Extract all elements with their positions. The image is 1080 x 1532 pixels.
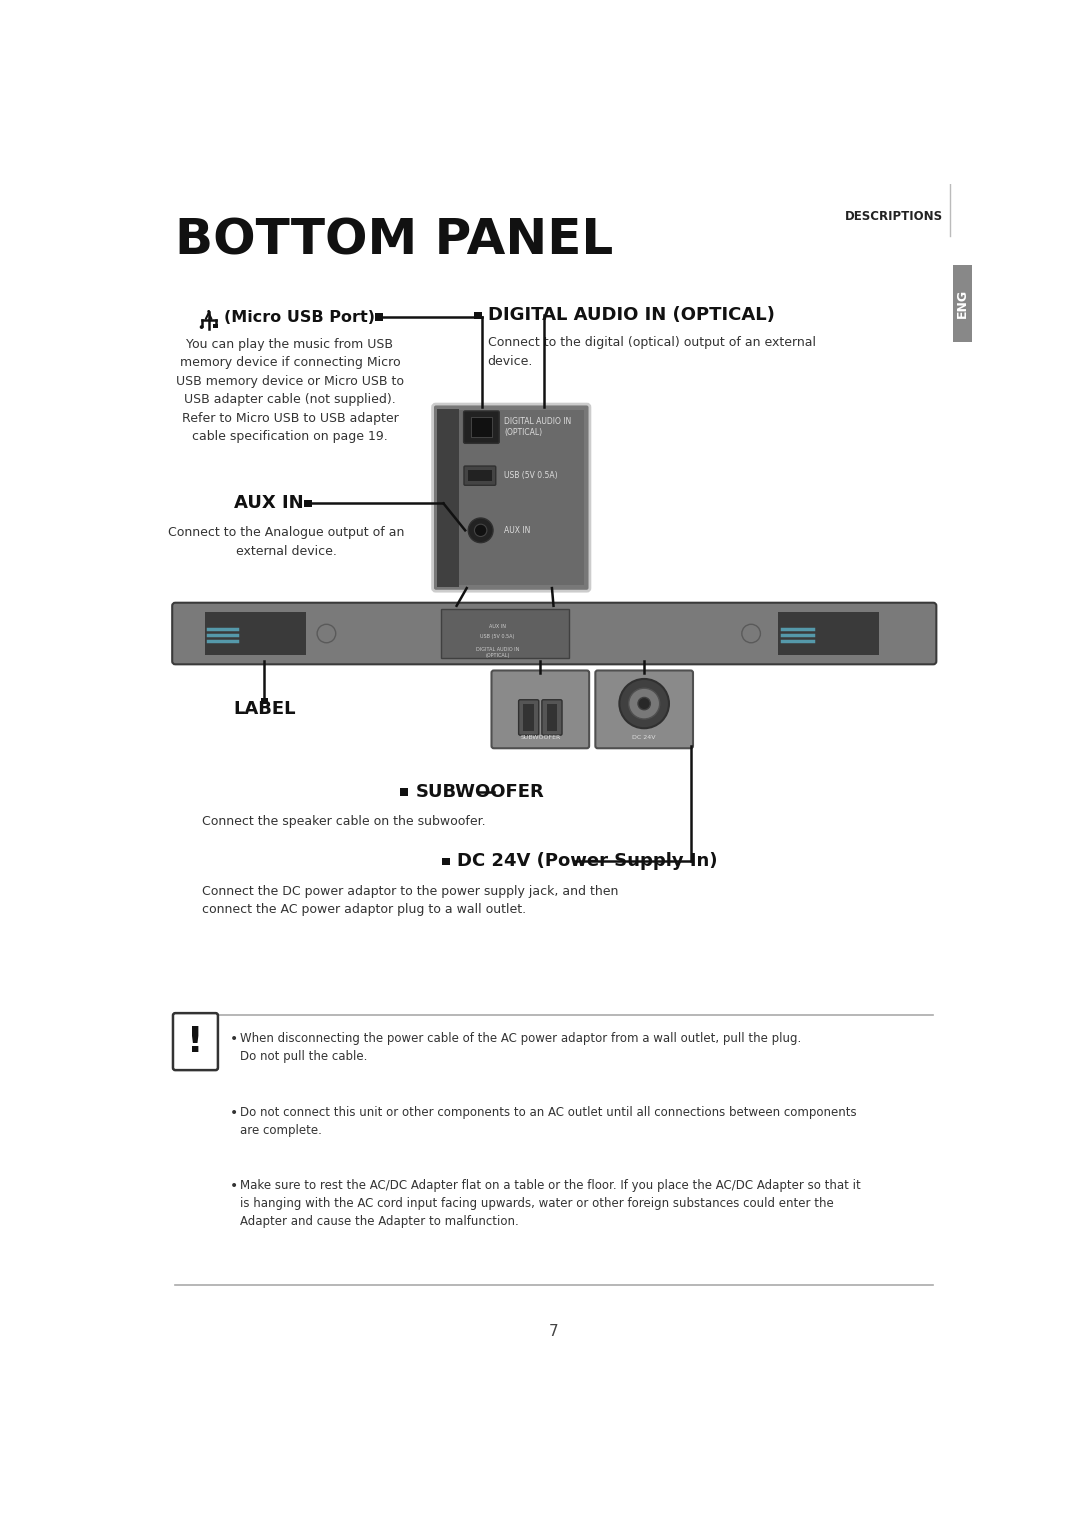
Bar bbox=[546, 705, 557, 731]
Bar bbox=[303, 499, 312, 507]
Bar bbox=[469, 470, 491, 481]
Circle shape bbox=[469, 518, 494, 542]
Text: !: ! bbox=[187, 1025, 204, 1059]
Bar bbox=[437, 409, 459, 587]
Circle shape bbox=[638, 697, 650, 709]
Text: ENG: ENG bbox=[956, 288, 969, 317]
Circle shape bbox=[318, 624, 336, 643]
Text: Connect the speaker cable on the subwoofer.: Connect the speaker cable on the subwoof… bbox=[202, 815, 485, 829]
Text: DESCRIPTIONS: DESCRIPTIONS bbox=[845, 210, 943, 222]
Bar bbox=[953, 265, 972, 342]
Bar bbox=[779, 611, 879, 656]
Text: •: • bbox=[230, 1106, 238, 1120]
Text: AUX IN: AUX IN bbox=[504, 525, 530, 535]
Circle shape bbox=[629, 688, 660, 719]
Text: USB (5V 0.5A): USB (5V 0.5A) bbox=[481, 634, 514, 639]
Bar bbox=[442, 858, 449, 866]
Text: DIGITAL AUDIO IN (OPTICAL): DIGITAL AUDIO IN (OPTICAL) bbox=[488, 306, 774, 323]
Bar bbox=[260, 699, 268, 705]
Text: •: • bbox=[230, 1178, 238, 1193]
Text: •: • bbox=[230, 1033, 238, 1046]
Bar bbox=[524, 705, 535, 731]
Text: SUBWOOFER: SUBWOOFER bbox=[521, 735, 561, 740]
Text: DIGITAL AUDIO IN
(OPTICAL): DIGITAL AUDIO IN (OPTICAL) bbox=[475, 648, 519, 659]
Circle shape bbox=[200, 325, 204, 329]
Bar bbox=[375, 313, 383, 320]
Text: DIGITAL AUDIO IN
(OPTICAL): DIGITAL AUDIO IN (OPTICAL) bbox=[504, 417, 571, 437]
Circle shape bbox=[742, 624, 760, 643]
Text: Connect to the Analogue output of an
external device.: Connect to the Analogue output of an ext… bbox=[167, 527, 404, 558]
Bar bbox=[400, 789, 408, 797]
FancyBboxPatch shape bbox=[463, 411, 499, 443]
Text: SUBWOOFER: SUBWOOFER bbox=[416, 783, 544, 801]
FancyBboxPatch shape bbox=[542, 700, 562, 735]
Bar bbox=[213, 323, 218, 328]
FancyBboxPatch shape bbox=[433, 404, 590, 591]
FancyBboxPatch shape bbox=[595, 671, 693, 748]
Text: Make sure to rest the AC/DC Adapter flat on a table or the floor. If you place t: Make sure to rest the AC/DC Adapter flat… bbox=[241, 1178, 861, 1227]
Text: USB (5V 0.5A): USB (5V 0.5A) bbox=[504, 472, 557, 480]
FancyBboxPatch shape bbox=[518, 700, 539, 735]
Text: DC 24V (Power Supply In): DC 24V (Power Supply In) bbox=[458, 852, 718, 870]
Bar bbox=[205, 611, 306, 656]
Text: AUX IN: AUX IN bbox=[489, 624, 505, 630]
Circle shape bbox=[474, 524, 487, 536]
Text: 7: 7 bbox=[549, 1324, 558, 1339]
FancyBboxPatch shape bbox=[172, 602, 936, 665]
Text: Connect the DC power adaptor to the power supply jack, and then
connect the AC p: Connect the DC power adaptor to the powe… bbox=[202, 884, 618, 916]
Text: Connect to the digital (optical) output of an external
device.: Connect to the digital (optical) output … bbox=[488, 337, 815, 368]
Bar bbox=[471, 417, 491, 437]
Text: DC 24V: DC 24V bbox=[633, 735, 656, 740]
Text: When disconnecting the power cable of the AC power adaptor from a wall outlet, p: When disconnecting the power cable of th… bbox=[241, 1033, 801, 1063]
Text: (Micro USB Port): (Micro USB Port) bbox=[225, 309, 375, 325]
Bar bbox=[441, 608, 569, 659]
Bar bbox=[474, 311, 482, 319]
Text: LABEL: LABEL bbox=[233, 700, 296, 717]
Text: Do not connect this unit or other components to an AC outlet until all connectio: Do not connect this unit or other compon… bbox=[241, 1106, 858, 1137]
Text: BOTTOM PANEL: BOTTOM PANEL bbox=[175, 216, 613, 265]
Circle shape bbox=[619, 679, 669, 728]
Bar bbox=[459, 411, 583, 585]
Text: You can play the music from USB
memory device if connecting Micro
USB memory dev: You can play the music from USB memory d… bbox=[176, 339, 404, 443]
Text: AUX IN: AUX IN bbox=[234, 495, 303, 512]
FancyBboxPatch shape bbox=[464, 466, 496, 486]
FancyBboxPatch shape bbox=[173, 1013, 218, 1071]
FancyBboxPatch shape bbox=[491, 671, 590, 748]
